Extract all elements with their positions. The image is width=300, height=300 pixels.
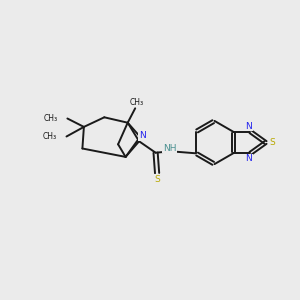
Text: S: S [154, 175, 160, 184]
Text: CH₃: CH₃ [44, 114, 58, 123]
Text: S: S [269, 138, 275, 147]
Text: N: N [246, 154, 252, 163]
Text: NH: NH [163, 144, 176, 153]
Text: CH₃: CH₃ [43, 132, 57, 141]
Text: N: N [246, 122, 252, 131]
Text: N: N [139, 131, 145, 140]
Text: CH₃: CH₃ [130, 98, 144, 107]
